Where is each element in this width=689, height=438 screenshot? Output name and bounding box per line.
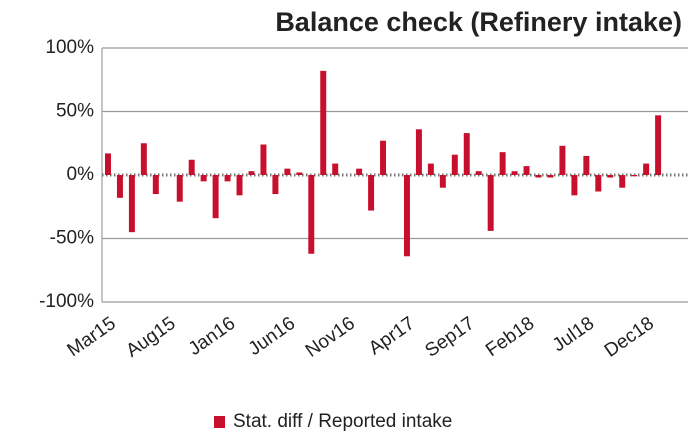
bar [475,171,482,175]
x-tick-label: Feb18 [482,313,538,361]
x-tick-label: Aug15 [122,313,179,362]
bar [248,171,255,175]
bar [380,140,387,175]
x-tick-label: Apr17 [365,313,419,359]
legend-swatch [214,416,225,428]
x-tick-label: Dec18 [601,313,658,362]
bar [547,175,554,178]
bar [332,163,339,175]
y-tick-label: 50% [56,101,94,122]
bar [439,175,446,188]
bar [463,133,470,175]
y-tick-label: 100% [45,37,94,58]
bar [607,175,614,178]
bar [523,166,530,175]
bar [236,175,243,196]
bar [320,70,327,175]
chart-title: Balance check (Refinery intake) [275,7,682,37]
x-tick-label: Nov16 [302,313,359,362]
bar [128,175,135,233]
x-tick-label: Jun16 [245,313,299,360]
bar [140,143,147,175]
bar [176,175,183,202]
bar [152,175,159,195]
bar [356,168,363,175]
bar [631,175,638,177]
bar [212,175,219,219]
y-tick-label: -100% [39,291,94,312]
bar [487,175,494,231]
bar [415,129,422,175]
bar [643,163,650,175]
bar [272,175,279,195]
bar [571,175,578,196]
bar [559,145,566,175]
bar [499,152,506,175]
bar [308,175,315,254]
bar [200,175,207,182]
bar [104,153,111,175]
y-tick-label: 0% [67,164,95,185]
bar [619,175,626,188]
bar [368,175,375,211]
bar [583,155,590,175]
bar [284,168,291,175]
bar [116,175,123,198]
y-tick-label: -50% [50,228,94,249]
bar [188,159,195,175]
legend-label: Stat. diff / Reported intake [233,411,452,432]
bar [224,175,231,182]
bar [655,115,662,175]
bar [296,172,303,175]
bar [511,171,518,175]
bar [595,175,602,192]
bar [535,175,542,178]
bar [451,154,458,175]
bar [403,175,410,257]
x-tick-label: Mar15 [64,313,120,361]
bar [260,144,267,175]
x-tick-label: Jul18 [549,313,598,356]
x-tick-label: Jan16 [185,313,239,360]
bar [427,163,434,175]
x-tick-label: Sep17 [421,313,478,362]
